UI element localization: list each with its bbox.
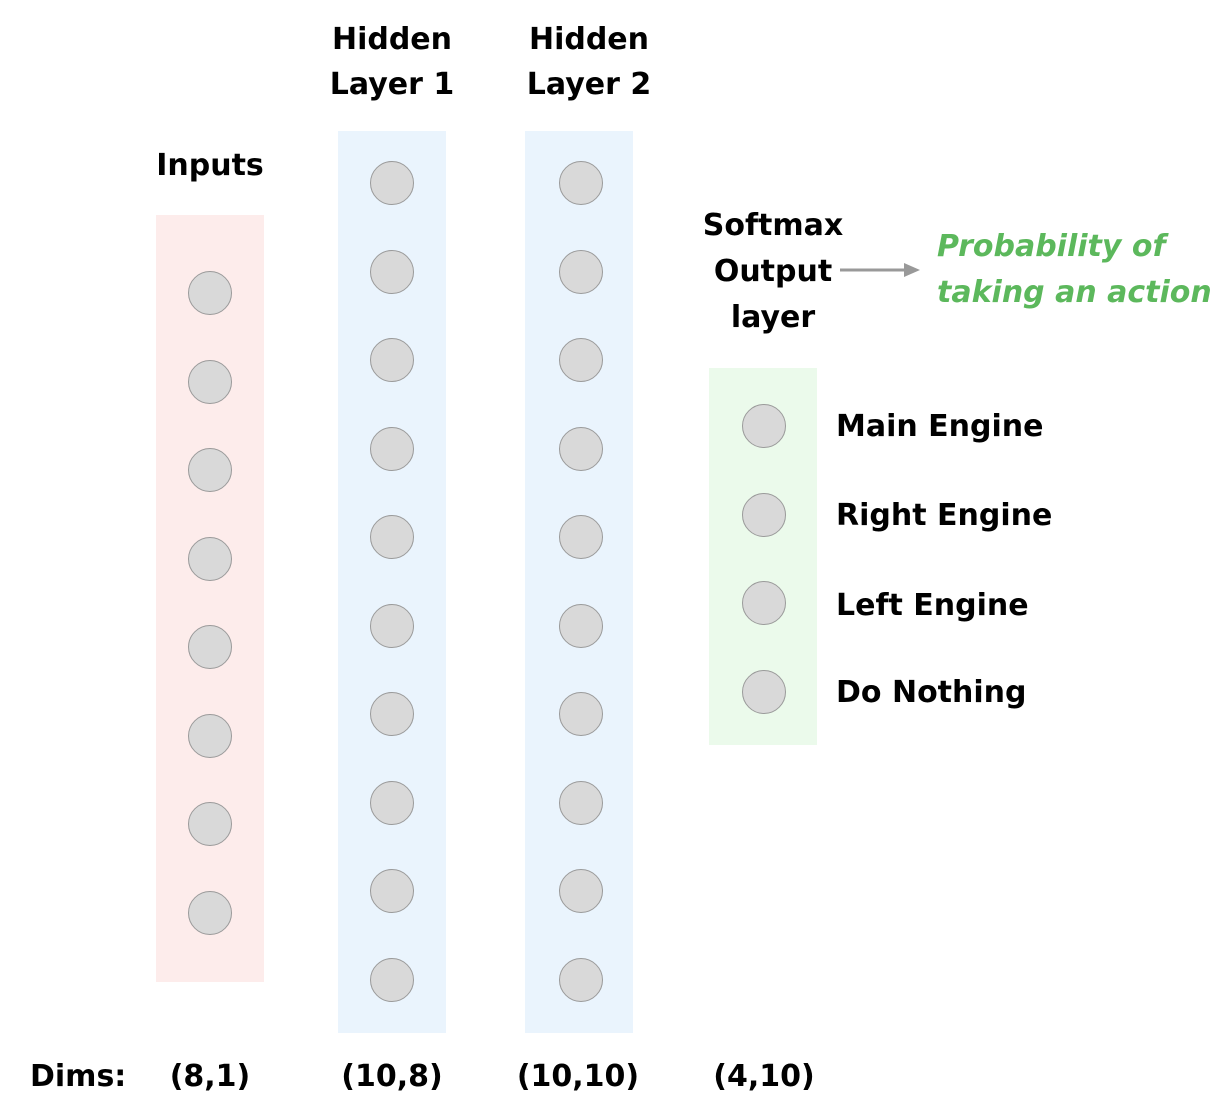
hidden-layer-1-title-line-2: Layer 1: [329, 67, 455, 102]
probability-annotation-line-2: taking an action: [937, 275, 1212, 310]
hidden-1-neuron-node: [370, 869, 414, 913]
output-layer-title: Softmax Output layer: [683, 203, 863, 341]
hidden-1-neuron-node: [370, 957, 414, 1002]
inputs-neuron-node: [188, 802, 232, 846]
output-layer-dims: (4,10): [713, 1059, 815, 1094]
output-neuron-node: [742, 404, 786, 448]
hidden-layer-2-title-line-1: Hidden: [528, 22, 650, 57]
hidden-2-neuron-node: [559, 161, 603, 205]
inputs-layer-column: [156, 215, 264, 982]
inputs-neuron-node: [188, 359, 232, 404]
hidden-layer-1-title-line-1: Hidden: [331, 22, 453, 57]
output-neuron-node: [742, 669, 786, 714]
dims-label: Dims:: [30, 1059, 127, 1094]
output-neuron-node: [742, 492, 786, 537]
inputs-neuron-node: [188, 536, 232, 581]
probability-annotation-line-1: Probability of: [937, 229, 1166, 264]
hidden-1-neuron-node: [370, 603, 414, 648]
hidden-layer-2-title: Hidden Layer 2: [509, 17, 669, 107]
hidden-2-neuron-node: [559, 692, 603, 736]
hidden-2-neuron-node: [559, 249, 603, 294]
hidden-layer-2-title-line-2: Layer 2: [526, 67, 652, 102]
hidden-1-neuron-node: [370, 161, 414, 205]
action-label-left-engine: Left Engine: [836, 588, 1029, 623]
hidden-2-neuron-node: [559, 780, 603, 825]
hidden-1-neuron-node: [370, 692, 414, 736]
output-layer-title-line-3: layer: [730, 300, 816, 335]
hidden-2-neuron-node: [559, 957, 603, 1002]
output-layer-title-line-1: Softmax: [702, 208, 844, 243]
hidden-2-neuron-node: [559, 426, 603, 471]
action-label-right-engine: Right Engine: [836, 498, 1053, 533]
action-label-main-engine: Main Engine: [836, 409, 1044, 444]
hidden-2-neuron-node: [559, 603, 603, 648]
inputs-neuron-node: [188, 625, 232, 669]
inputs-neuron-node: [188, 448, 232, 492]
arrow-icon: [840, 263, 920, 277]
hidden-layer-1-dims: (10,8): [341, 1059, 443, 1094]
hidden-2-neuron-node: [559, 515, 603, 559]
action-label-do-nothing: Do Nothing: [836, 675, 1027, 710]
inputs-neuron-node: [188, 890, 232, 935]
inputs-neuron-node: [188, 713, 232, 758]
output-neuron-node: [742, 581, 786, 625]
hidden-1-neuron-node: [370, 338, 414, 382]
inputs-dims: (8,1): [169, 1059, 251, 1094]
output-layer-title-line-2: Output: [713, 254, 833, 289]
hidden-2-neuron-node: [559, 338, 603, 382]
hidden-layer-2-dims: (10,10): [516, 1059, 640, 1094]
hidden-1-neuron-node: [370, 426, 414, 471]
hidden-2-neuron-node: [559, 869, 603, 913]
hidden-layer-1-title: Hidden Layer 1: [312, 17, 472, 107]
inputs-layer-title: Inputs: [156, 148, 264, 183]
hidden-1-neuron-node: [370, 780, 414, 825]
hidden-1-neuron-node: [370, 249, 414, 294]
hidden-1-neuron-node: [370, 515, 414, 559]
inputs-neuron-node: [188, 271, 232, 315]
